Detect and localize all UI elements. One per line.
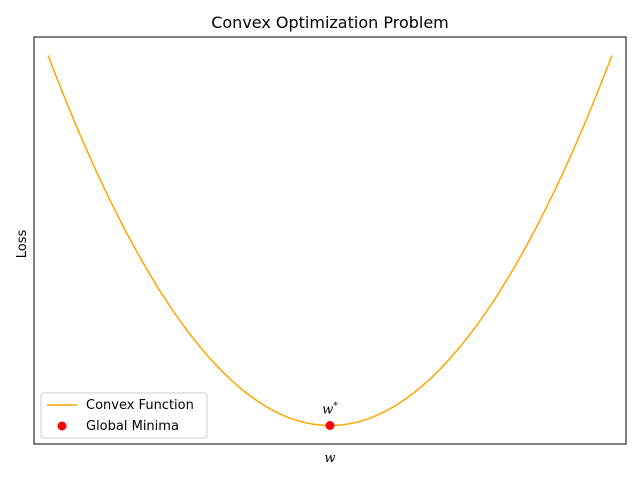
global-minima-point xyxy=(325,421,335,430)
plot-area xyxy=(33,36,627,445)
legend: Convex Function Global Minima xyxy=(40,392,208,439)
legend-label-convex-function: Convex Function xyxy=(86,398,194,413)
legend-marker-swatch xyxy=(57,421,67,431)
legend-label-global-minima: Global Minima xyxy=(86,419,179,434)
y-axis-label: Loss xyxy=(15,230,30,259)
minimum-annotation: w* xyxy=(322,402,338,418)
point-layer xyxy=(325,421,335,430)
annotation-base: w xyxy=(322,403,333,418)
annotation-star: * xyxy=(333,402,338,412)
x-axis-label: w xyxy=(324,451,335,466)
chart-title: Convex Optimization Problem xyxy=(211,13,449,32)
legend-box xyxy=(40,392,208,439)
